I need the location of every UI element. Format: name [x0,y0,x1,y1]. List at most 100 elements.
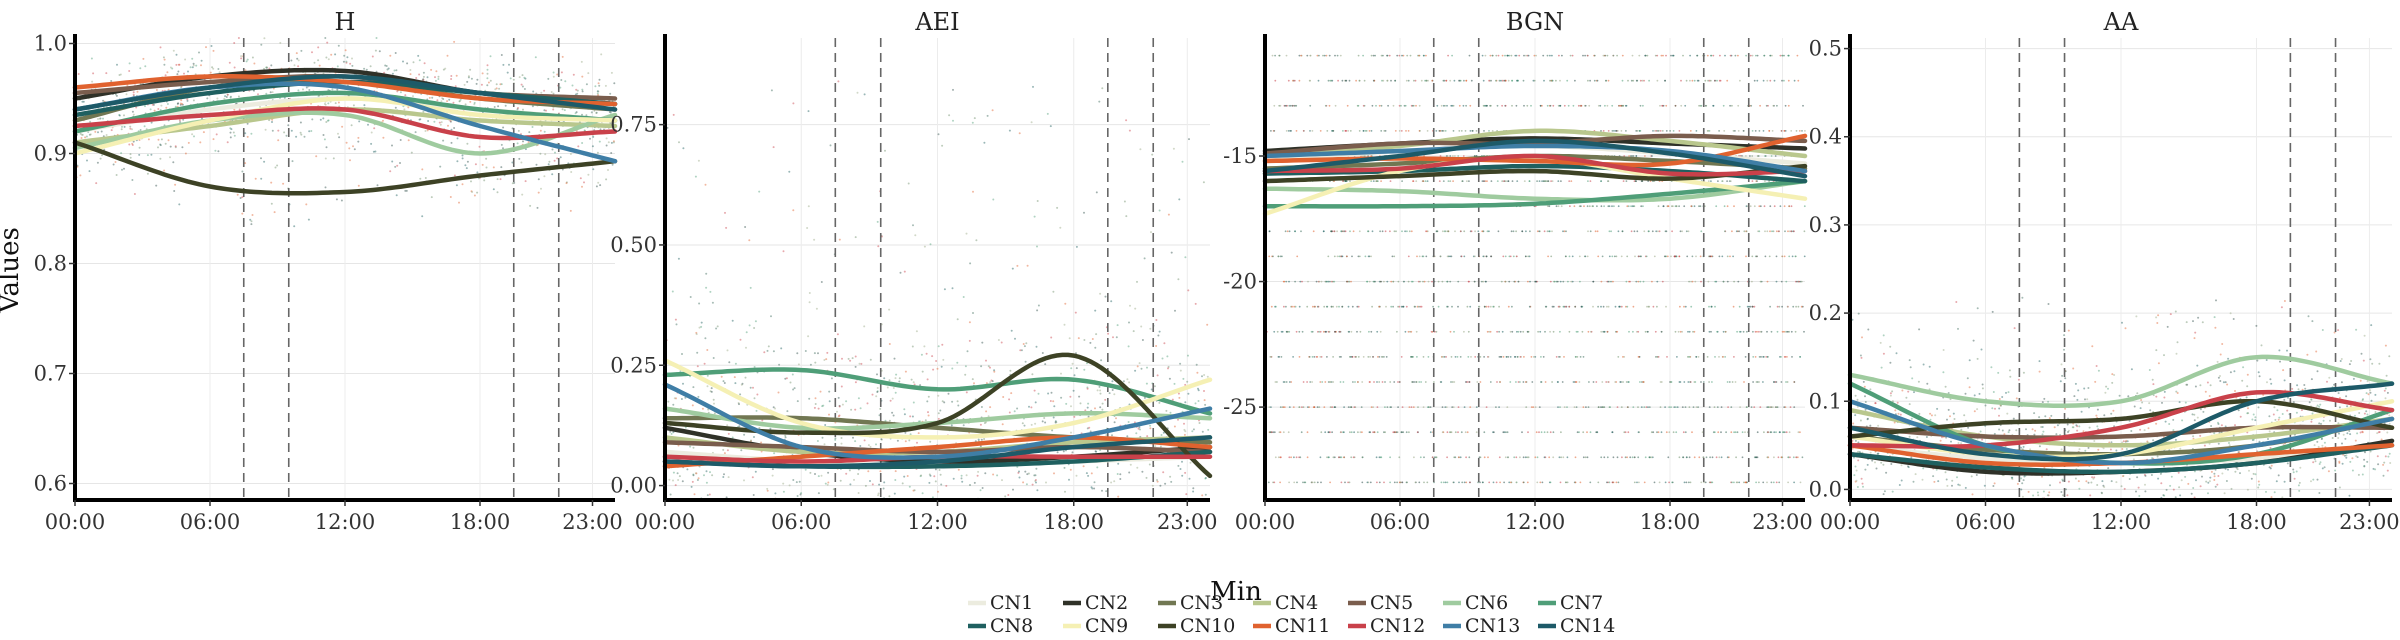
scatter-point [1282,381,1285,383]
scatter-point [883,377,886,380]
scatter-point [470,77,473,80]
scatter-point [1543,230,1546,233]
scatter-point [938,469,941,471]
scatter-point [1375,104,1377,107]
scatter-point [813,238,816,241]
scatter-point [690,485,693,488]
scatter-point [854,236,857,239]
scatter-point [1127,345,1130,348]
scatter-point [912,224,914,227]
scatter-point [146,172,149,175]
scatter-point [1561,381,1564,383]
scatter-point [1630,205,1632,208]
scatter-point [749,386,752,389]
scatter-point [176,102,179,105]
scatter-point [1170,480,1173,483]
scatter-point [784,436,787,439]
scatter-point [210,45,213,47]
scatter-point [1334,330,1337,333]
scatter-point [110,80,113,82]
scatter-point [1192,487,1195,490]
scatter-point [1332,381,1335,383]
scatter-point [910,378,913,381]
scatter-point [458,100,461,103]
scatter-point [1773,79,1776,82]
scatter-point [1489,381,1492,383]
scatter-point [1482,104,1485,107]
scatter-point [1546,54,1549,57]
scatter-point [1592,280,1595,283]
scatter-point [1031,373,1034,376]
scatter-point [456,160,459,163]
scatter-point [1511,330,1514,333]
scatter-point [81,133,84,136]
scatter-point [1721,255,1724,258]
scatter-point [496,178,499,181]
scatter-point [724,211,726,214]
scatter-point [710,390,713,393]
scatter-point [182,118,185,121]
scatter-point [467,76,470,79]
scatter-point [1382,54,1384,57]
scatter-point [1746,330,1748,333]
scatter-point [921,492,924,495]
scatter-point [859,407,862,410]
scatter-point [1017,471,1020,474]
scatter-point [1270,305,1273,308]
scatter-point [1776,104,1778,107]
scatter-point [577,145,580,148]
scatter-point [259,105,261,108]
scatter-point [391,72,394,75]
scatter-point [1051,429,1054,432]
scatter-point [1010,329,1013,332]
scatter-point [1695,406,1698,408]
scatter-point [1557,305,1560,308]
scatter-point [587,173,590,176]
scatter-point [271,91,274,94]
scatter-point [892,414,895,417]
scatter-point [1378,356,1381,358]
scatter-point [396,164,399,167]
scatter-point [524,180,527,183]
scatter-point [580,60,583,63]
scatter-point [1718,255,1721,258]
scatter-point [720,375,723,378]
scatter-point [1616,406,1619,408]
scatter-point [1438,180,1441,183]
scatter-point [1077,337,1080,340]
scatter-point [807,110,810,113]
scatter-point [1731,230,1733,233]
scatter-point [1052,400,1055,403]
scatter-point [1418,130,1421,132]
scatter-point [540,187,542,190]
scatter-point [739,393,742,396]
scatter-point [1423,280,1426,283]
scatter-point [552,75,555,78]
scatter-point [1396,330,1398,333]
scatter-point [1690,305,1693,308]
scatter-point [448,98,451,101]
scatter-point [539,129,542,132]
scatter-point [1132,330,1135,333]
scatter-point [1687,356,1689,358]
scatter-point [1707,180,1710,183]
scatter-point [1696,79,1699,82]
scatter-point [553,159,556,162]
scatter-point [159,157,162,160]
scatter-point [1446,305,1449,308]
scatter-point [224,95,227,98]
scatter-point [1298,305,1301,308]
scatter-point [1393,255,1396,258]
scatter-point [1549,79,1551,82]
scatter-point [1771,54,1773,57]
scatter-point [1383,356,1385,358]
scatter-point [1667,205,1670,208]
scatter-point [241,212,244,215]
scatter-point [1509,330,1512,333]
scatter-point [745,346,747,349]
scatter-point [1415,180,1418,183]
scatter-point [1575,330,1578,333]
scatter-point [1546,230,1549,233]
scatter-point [1136,466,1139,469]
scatter-point [1783,255,1786,258]
